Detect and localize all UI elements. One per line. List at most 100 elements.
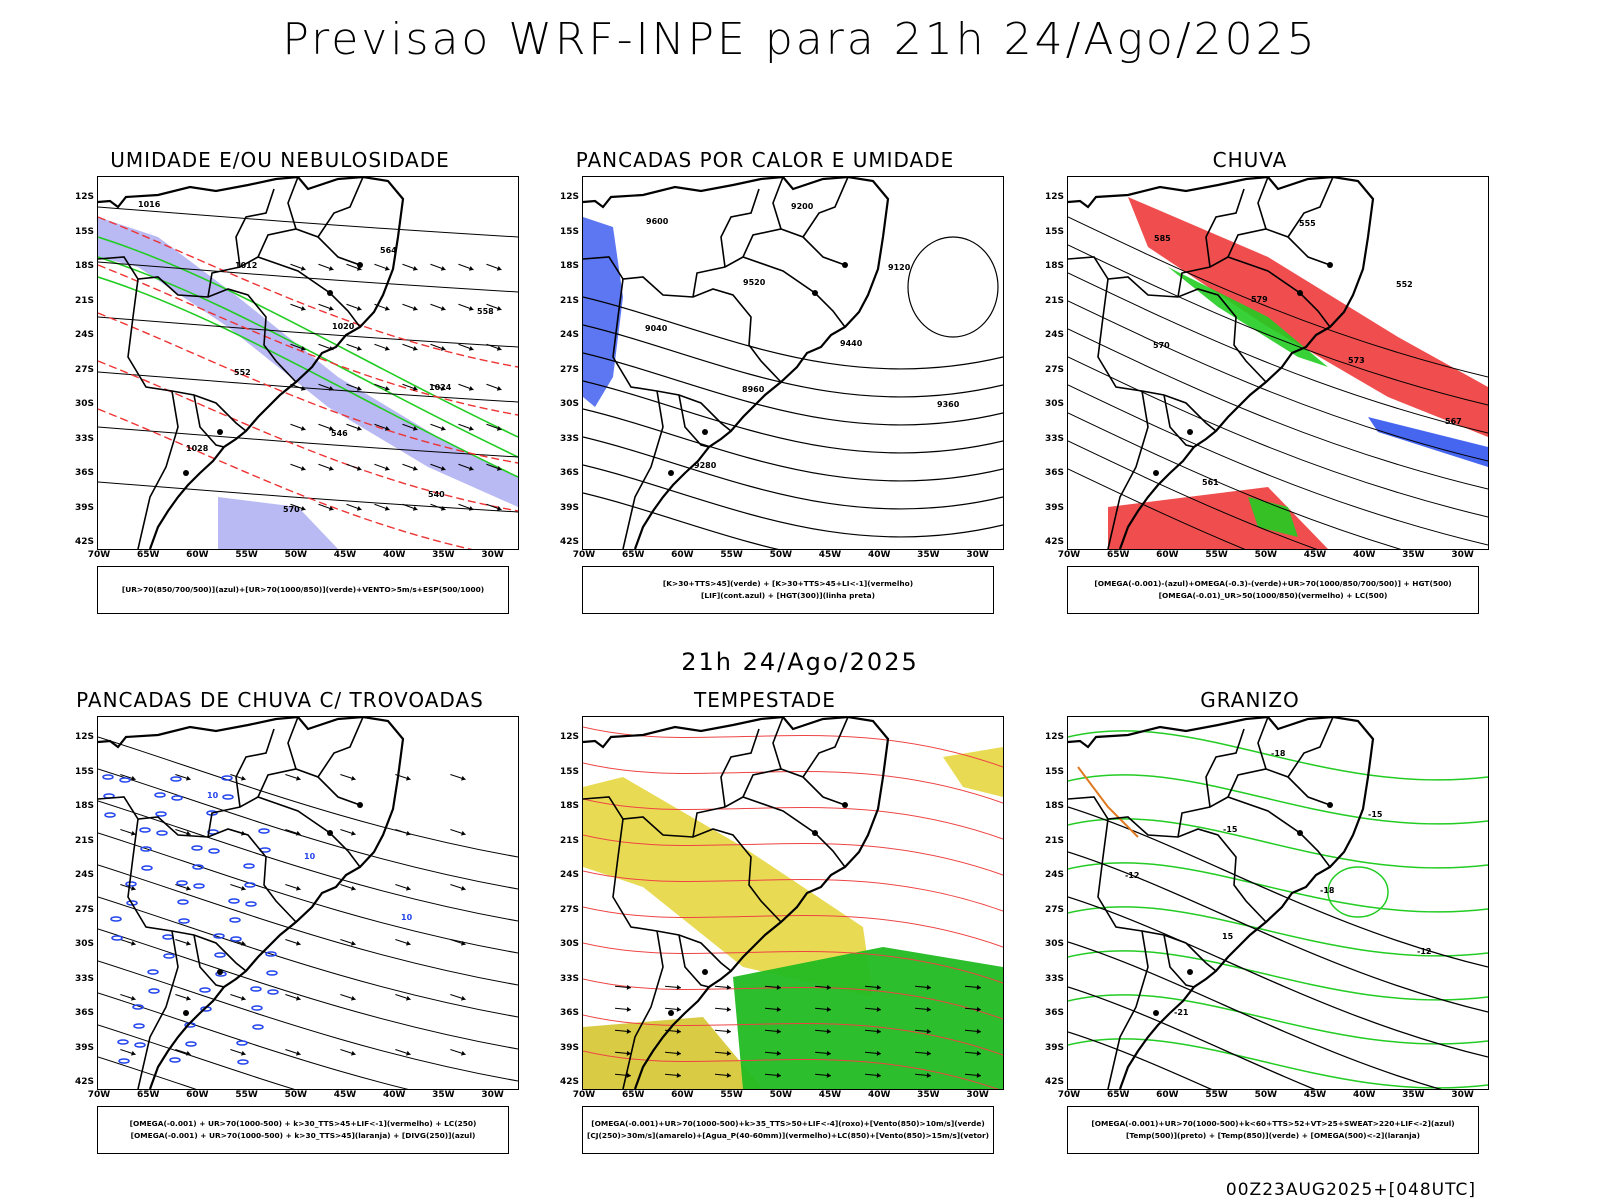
contour-line: [583, 906, 1003, 948]
lat-tick-label: 24S: [559, 870, 579, 880]
lake: [183, 470, 189, 476]
lon-tick-label: 40W: [867, 550, 891, 560]
lon-tick-label: 45W: [818, 550, 842, 560]
shaded-area: [1108, 487, 1328, 549]
wind-vector: [374, 263, 390, 271]
contour-line: [1068, 468, 1246, 549]
contour-label: 585: [1154, 234, 1171, 243]
divergence-contour: [222, 794, 234, 800]
lat-tick-label: 18S: [559, 801, 579, 811]
wind-vector: [374, 503, 390, 511]
lon-tick-label: 60W: [186, 1090, 209, 1100]
wind-vector: [395, 1049, 411, 1056]
contour-label: -12: [1417, 947, 1431, 956]
lon-tick-label: 65W: [621, 1090, 645, 1100]
wind-vector: [340, 829, 356, 836]
lon-tick-label: 60W: [186, 550, 209, 560]
lat-tick-label: 30S: [74, 399, 94, 409]
lon-tick-label: 70W: [1057, 550, 1081, 560]
country-border: [802, 717, 849, 778]
wind-vector: [458, 263, 474, 271]
wind-vector: [814, 1028, 832, 1034]
lon-tick-label: 30W: [481, 550, 504, 560]
lat-tick-label: 33S: [559, 973, 579, 984]
contour-line: [98, 992, 409, 1089]
divergence-contour: [104, 812, 116, 818]
panel-title: TEMPESTADE: [694, 688, 836, 712]
lat-tick-label: 42S: [74, 537, 94, 547]
country-border: [1257, 177, 1269, 230]
wind-vector: [614, 1050, 632, 1056]
coastline: [98, 717, 405, 1089]
contour-line: [98, 736, 518, 858]
contour-label: -18: [1320, 886, 1335, 895]
wind-vector: [120, 774, 136, 781]
wind-vector: [714, 984, 732, 990]
subtitle: 21h 24/Ago/2025: [681, 648, 919, 676]
map-panel: PANCADAS DE CHUVA C/ TROVOADAS 12S 15S 18S 2…: [50, 688, 550, 1168]
wind-vector: [864, 1072, 882, 1078]
contour-label: 9040: [645, 324, 668, 333]
lat-tick-label: 33S: [74, 433, 94, 444]
divergence-contour: [102, 774, 114, 780]
lon-tick-label: 45W: [333, 1090, 357, 1100]
divergence-contour: [177, 899, 189, 905]
lake: [812, 290, 818, 296]
contour-line: [1068, 906, 1488, 957]
divergence-contour: [267, 989, 279, 995]
map-canvas: -15 -18 -12 -21 -18 -15 -12 15: [1068, 717, 1488, 1089]
wind-vector: [486, 343, 502, 351]
lake: [1153, 470, 1159, 476]
divergence-contour: [228, 898, 240, 904]
contour-label: 573: [1348, 356, 1365, 365]
contour-label: -15: [1368, 810, 1383, 819]
lon-tick-label: 50W: [1254, 550, 1278, 560]
contour-line: [98, 832, 518, 954]
shaded-area: [583, 777, 873, 997]
lon-tick-label: 35W: [432, 550, 455, 560]
legend-line: [OMEGA(-0.001) + UR>70(1000-500) + k>30_…: [129, 1119, 477, 1128]
contour-line: [1068, 328, 1488, 490]
map-canvas: 585 579 573 567 561 555 552 570: [1068, 177, 1488, 549]
wind-vector: [964, 1028, 982, 1034]
wind-vector: [285, 829, 301, 836]
wind-vector: [346, 383, 362, 391]
lon-tick-label: 30W: [1451, 550, 1474, 560]
map-canvas: 1016 1012 1020 1024 1028 570 564 558 552 546 540: [98, 177, 518, 549]
wind-vector: [486, 463, 502, 471]
country-border: [1097, 278, 1217, 432]
lon-tick-label: 50W: [769, 550, 793, 560]
wind-vector: [346, 423, 362, 431]
lake: [702, 969, 708, 975]
lat-tick-label: 18S: [559, 261, 579, 271]
wind-vector: [346, 263, 362, 271]
country-border: [772, 177, 784, 230]
contour-label: 561: [1202, 478, 1219, 487]
contour-label: -21: [1174, 1008, 1189, 1017]
contour-line: [1068, 384, 1488, 546]
wind-vector: [395, 994, 411, 1001]
country-border: [98, 256, 297, 383]
map-panel: CHUVA 12S 15S 18S 21S 24S 27S 30S 33S 36S 39S 42S 70…: [1020, 148, 1520, 628]
lon-tick-label: 45W: [1303, 1090, 1327, 1100]
lat-tick-label: 42S: [559, 1077, 579, 1087]
country-border: [1177, 768, 1331, 838]
divergence-contour: [147, 969, 159, 975]
wind-vector: [458, 503, 474, 511]
omega-contour: [1077, 766, 1139, 838]
country-border: [622, 390, 664, 549]
legend-line: [OMEGA(-0.001)+UR>70(1000-500)+k<60+TTS>…: [1091, 1119, 1455, 1128]
wind-vector: [814, 1050, 832, 1056]
contour-label: 9200: [791, 202, 814, 211]
lat-tick-label: 15S: [1044, 226, 1064, 237]
lat-tick-label: 33S: [559, 433, 579, 444]
contour-line: [98, 928, 518, 1050]
divergence-contour: [119, 777, 131, 783]
lon-tick-label: 65W: [1106, 1090, 1130, 1100]
contour-line: [1068, 986, 1316, 1089]
contour-label: 10: [207, 791, 219, 800]
wind-vector: [402, 303, 418, 311]
main-title: Previsao WRF-INPE para 21h 24/Ago/2025: [282, 14, 1318, 65]
contour-line: [98, 360, 518, 512]
lake: [1187, 969, 1193, 975]
